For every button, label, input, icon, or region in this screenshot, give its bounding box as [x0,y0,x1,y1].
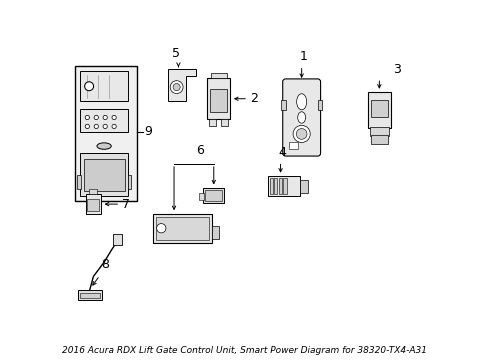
Bar [80,71,128,102]
Ellipse shape [97,143,111,149]
Bar [153,214,212,243]
Bar [281,100,285,111]
Bar [267,176,299,196]
FancyBboxPatch shape [282,79,320,156]
Circle shape [113,116,115,118]
Text: 5: 5 [171,47,179,60]
Bar [370,135,387,144]
Circle shape [113,125,115,127]
Bar [317,100,322,111]
Circle shape [104,125,106,127]
Bar [278,178,282,194]
Circle shape [85,125,89,128]
Text: 6: 6 [196,144,203,157]
Circle shape [86,116,88,118]
Bar [205,190,222,202]
Bar [113,234,122,246]
Bar [78,290,102,300]
Circle shape [170,81,183,94]
Text: 8: 8 [101,258,109,271]
Text: 4: 4 [278,146,285,159]
Circle shape [156,224,165,233]
Text: 7: 7 [122,198,130,211]
Bar [199,193,203,201]
Bar [210,73,226,78]
Text: 1: 1 [299,50,307,63]
Bar [85,194,101,214]
Circle shape [103,125,107,128]
Circle shape [84,82,93,90]
Bar [83,158,124,191]
Bar [370,100,387,117]
Bar [369,127,388,136]
Circle shape [296,129,306,139]
Text: 3: 3 [392,63,400,76]
Bar [283,178,286,194]
Bar [269,178,272,194]
Circle shape [94,116,98,119]
Ellipse shape [297,112,305,123]
Bar [299,180,307,193]
Circle shape [112,116,116,119]
Polygon shape [167,69,196,102]
Bar [212,226,219,239]
Circle shape [86,83,92,89]
Bar [274,178,277,194]
Bar [209,89,227,112]
Bar [80,293,100,298]
Bar [80,153,128,196]
Bar [89,189,97,194]
Text: 2016 Acura RDX Lift Gate Control Unit, Smart Power Diagram for 38320-TX4-A31: 2016 Acura RDX Lift Gate Control Unit, S… [62,346,426,355]
Bar [221,119,228,126]
Bar [127,175,131,189]
Ellipse shape [296,94,306,110]
Circle shape [104,116,106,118]
Circle shape [85,116,89,119]
Bar [80,109,128,132]
Text: 2: 2 [249,92,257,105]
Bar [206,78,230,119]
Bar [156,217,209,240]
Circle shape [292,125,309,143]
Bar [288,142,298,149]
Text: 9: 9 [144,125,152,138]
Circle shape [95,116,97,118]
Bar [75,66,137,202]
Bar [208,119,216,126]
Bar [77,175,81,189]
Circle shape [95,125,97,127]
Bar [367,93,390,128]
Circle shape [94,125,98,128]
Circle shape [86,125,88,127]
Circle shape [173,84,180,91]
Circle shape [112,125,116,128]
Bar [203,188,224,203]
Circle shape [103,116,107,119]
Bar [87,199,99,211]
